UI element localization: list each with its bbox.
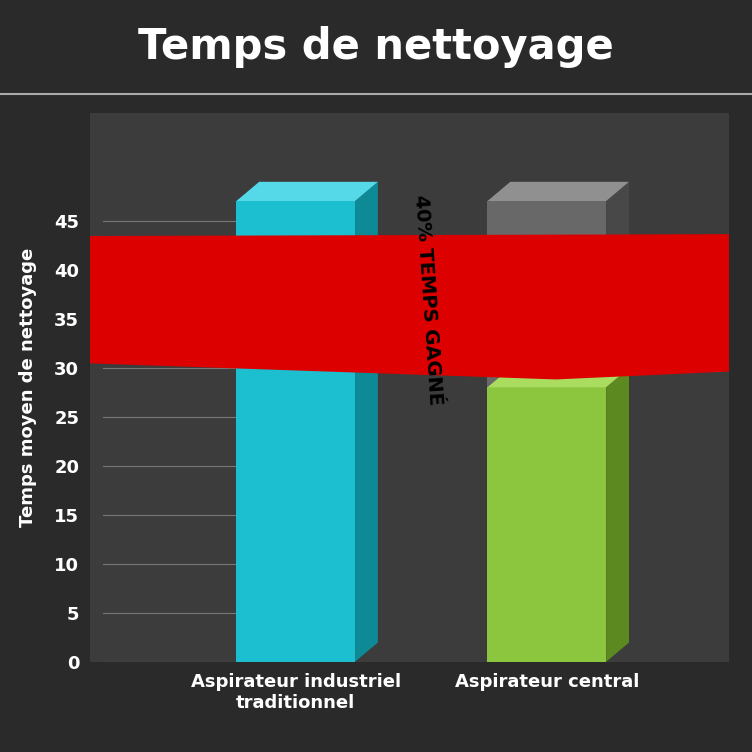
Polygon shape <box>236 182 378 201</box>
Text: 40% TEMPS GAGNÉ: 40% TEMPS GAGNÉ <box>411 194 444 406</box>
Y-axis label: Temps moyen de nettoyage: Temps moyen de nettoyage <box>20 247 38 527</box>
Polygon shape <box>487 387 606 662</box>
Polygon shape <box>606 182 629 387</box>
Polygon shape <box>606 368 629 662</box>
Polygon shape <box>0 234 752 380</box>
Polygon shape <box>236 201 355 662</box>
Text: Temps de nettoyage: Temps de nettoyage <box>138 26 614 68</box>
Polygon shape <box>487 368 629 387</box>
Polygon shape <box>355 182 378 662</box>
Polygon shape <box>487 201 606 387</box>
Polygon shape <box>487 182 629 201</box>
